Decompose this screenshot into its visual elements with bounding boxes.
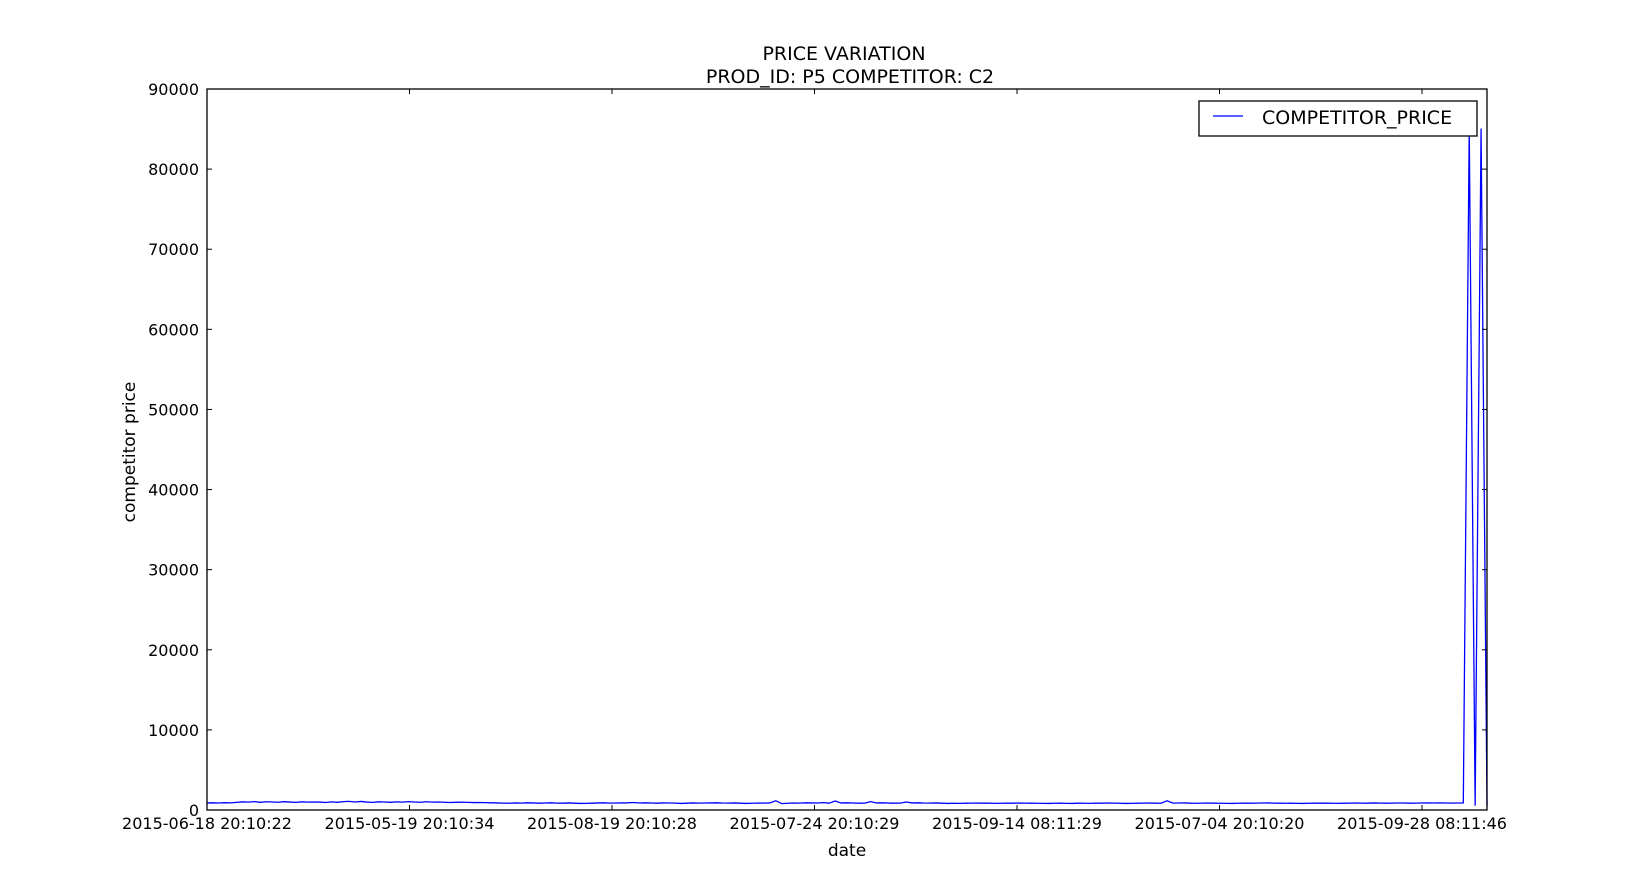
x-tick-label-3: 2015-07-24 20:10:29 bbox=[730, 814, 900, 833]
x-axis-label: date bbox=[828, 841, 866, 861]
plot-frame bbox=[206, 88, 1488, 811]
x-tick-label-5: 2015-07-04 20:10:20 bbox=[1135, 814, 1305, 833]
y-axis-ticks: 0 10000 20000 30000 40000 50000 60000 70000 8000… bbox=[148, 80, 1487, 820]
y-axis-label: competitor price bbox=[120, 382, 140, 523]
y-tick-label-3: 30000 bbox=[148, 561, 199, 580]
x-axis-ticks: 2015-06-18 20:10:22 2015-05-19 20:10:34 20… bbox=[122, 89, 1507, 833]
y-tick-label-5: 50000 bbox=[148, 400, 199, 419]
legend: COMPETITOR_PRICE bbox=[1198, 100, 1478, 137]
legend-label: COMPETITOR_PRICE bbox=[1262, 107, 1452, 129]
x-tick-label-4: 2015-09-14 08:11:29 bbox=[932, 814, 1102, 833]
y-tick-label-6: 60000 bbox=[148, 320, 199, 339]
y-tick-label-1: 10000 bbox=[148, 721, 199, 740]
x-tick-label-6: 2015-09-28 08:11:46 bbox=[1337, 814, 1507, 833]
x-tick-label-1: 2015-05-19 20:10:34 bbox=[325, 814, 495, 833]
y-tick-label-0: 0 bbox=[189, 801, 199, 820]
y-tick-label-9: 90000 bbox=[148, 80, 199, 99]
y-tick-label-7: 70000 bbox=[148, 240, 199, 259]
chart-subtitle: PROD_ID: P5 COMPETITOR: C2 bbox=[706, 66, 994, 88]
x-tick-label-0: 2015-06-18 20:10:22 bbox=[122, 814, 292, 833]
y-tick-label-2: 20000 bbox=[148, 641, 199, 660]
chart-title: PRICE VARIATION bbox=[762, 43, 925, 65]
series-line-0 bbox=[206, 128, 1488, 806]
y-tick-label-4: 40000 bbox=[148, 481, 199, 500]
legend-box bbox=[1198, 100, 1478, 137]
series-layer bbox=[206, 128, 1488, 806]
y-tick-label-8: 80000 bbox=[148, 160, 199, 179]
x-tick-label-2: 2015-08-19 20:10:28 bbox=[527, 814, 697, 833]
